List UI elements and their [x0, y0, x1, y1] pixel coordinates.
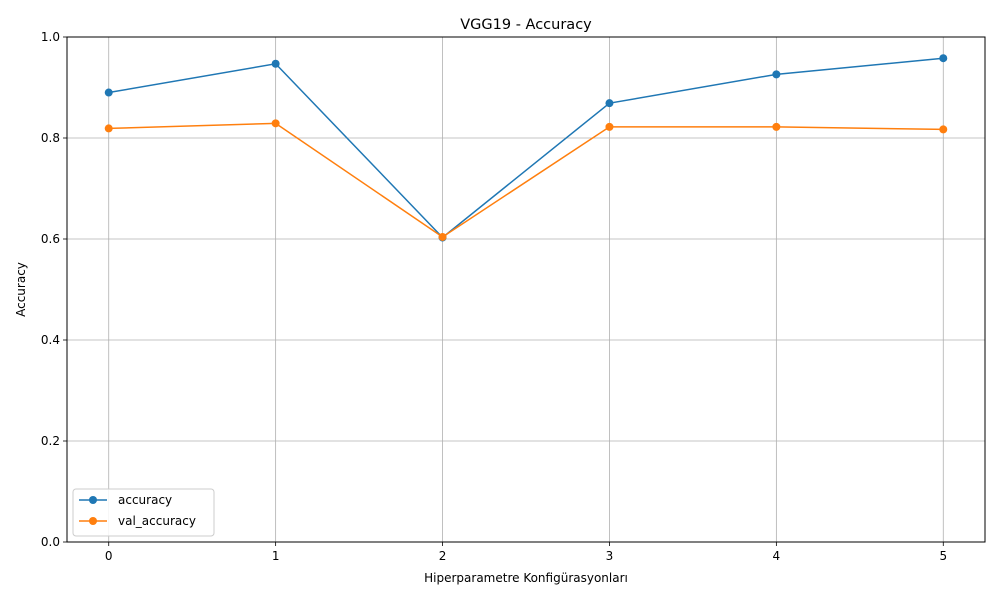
- data-point-val-accuracy: [104, 124, 113, 133]
- legend-label-val-accuracy: val_accuracy: [118, 514, 196, 528]
- ticks: 0 1 2 3 4 5 0.0 0.2 0.4 0.6 0.8 1.0: [41, 30, 947, 563]
- y-tick-label: 0.8: [41, 131, 60, 145]
- y-tick-label: 1.0: [41, 30, 60, 44]
- data-point-val-accuracy: [271, 119, 280, 128]
- data-point-val-accuracy: [438, 232, 447, 241]
- plot-frame: [66, 36, 986, 543]
- series-val-accuracy: [104, 119, 948, 241]
- y-tick-label: 0.4: [41, 333, 60, 347]
- data-point-accuracy: [772, 70, 781, 79]
- series-line-accuracy: [108, 57, 944, 239]
- y-axis-label: Accuracy: [14, 262, 28, 317]
- legend: accuracy val_accuracy: [72, 488, 215, 537]
- series-accuracy: [104, 54, 948, 242]
- y-tick-label: 0.2: [41, 434, 60, 448]
- legend-marker-accuracy: [89, 496, 97, 504]
- x-tick-label: 2: [439, 549, 447, 563]
- data-point-accuracy: [104, 88, 113, 97]
- chart-title: VGG19 - Accuracy: [460, 17, 592, 33]
- legend-label-accuracy: accuracy: [118, 493, 172, 507]
- x-tick-label: 5: [939, 549, 947, 563]
- data-point-accuracy: [271, 59, 280, 68]
- legend-marker-val-accuracy: [89, 517, 97, 525]
- data-point-val-accuracy: [939, 125, 948, 134]
- y-tick-label: 0.6: [41, 232, 60, 246]
- x-tick-label: 3: [606, 549, 614, 563]
- x-tick-label: 0: [105, 549, 113, 563]
- x-tick-label: 4: [773, 549, 781, 563]
- y-tick-label: 0.0: [41, 535, 60, 549]
- data-point-val-accuracy: [605, 122, 614, 131]
- series-line-val-accuracy: [108, 122, 944, 238]
- x-axis-label: Hiperparametre Konfigürasyonları: [424, 571, 628, 585]
- data-point-val-accuracy: [772, 122, 781, 131]
- legend-box: [72, 488, 215, 537]
- data-point-accuracy: [939, 54, 948, 63]
- x-tick-label: 1: [272, 549, 280, 563]
- series-layer: [104, 54, 948, 242]
- data-point-accuracy: [605, 99, 614, 108]
